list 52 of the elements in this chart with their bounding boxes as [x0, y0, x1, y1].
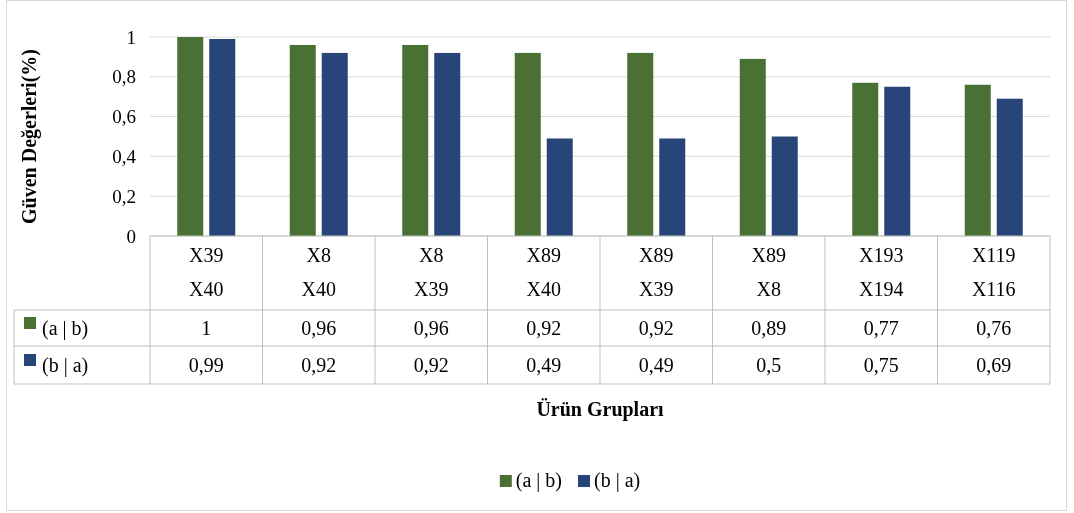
- y-axis-title: Güven Değerleri(%): [18, 49, 41, 224]
- data-label: 0,92: [526, 317, 562, 339]
- bar: [434, 52, 461, 236]
- data-label: 0,92: [638, 317, 674, 339]
- x-tick-label: X8 X40: [301, 244, 336, 300]
- data-label: 0,69: [976, 354, 1012, 376]
- text: (a | b): [515, 469, 562, 491]
- data-label: 0,92: [301, 354, 337, 376]
- bar: [852, 82, 879, 236]
- x-tick-label: X39 X40: [189, 244, 224, 300]
- x-tick-label: X8 X39: [414, 244, 449, 300]
- data-label: 0,49: [638, 354, 674, 376]
- y-tick-label: 0,4: [112, 145, 137, 167]
- y-tick-label: 0,6: [112, 106, 136, 128]
- bar: [771, 136, 798, 236]
- bar: [964, 84, 991, 236]
- data-label: 0,96: [301, 317, 337, 339]
- legend-label: (b | a): [42, 354, 89, 377]
- bar: [739, 58, 766, 236]
- data-label: 0,75: [863, 354, 899, 376]
- bar: [514, 52, 541, 236]
- x-tick-label: X119 X116: [971, 244, 1016, 300]
- legend-label: (a | b): [42, 317, 89, 340]
- bar: [289, 44, 316, 236]
- x-tick-label: X89 X8: [751, 244, 786, 300]
- bar: [321, 52, 348, 236]
- bar: [546, 138, 573, 236]
- data-label: 0,99: [188, 354, 224, 376]
- bar: [627, 52, 654, 236]
- data-label: 0,77: [863, 317, 899, 339]
- y-tick-label: 0,8: [112, 66, 136, 88]
- bar: [659, 138, 686, 236]
- x-tick-label: X89 X39: [639, 244, 674, 300]
- data-label: 1: [201, 317, 212, 339]
- data-label: 0,96: [413, 317, 449, 339]
- x-axis-title: Ürün Grupları: [536, 398, 665, 421]
- bar: [402, 44, 429, 236]
- bar: [884, 86, 911, 236]
- y-tick-label: 0: [126, 225, 136, 247]
- bar: [996, 98, 1023, 236]
- data-label: 0,76: [976, 317, 1012, 339]
- bar: [209, 38, 236, 236]
- text: (b | a): [594, 469, 641, 491]
- x-tick-label: X193 X194: [859, 244, 904, 300]
- data-label: 0,49: [526, 354, 562, 376]
- data-label: 0,92: [413, 354, 449, 376]
- y-tick-label: 1: [126, 26, 136, 48]
- data-label: 0,89: [751, 317, 787, 339]
- data-label: 0,5: [756, 354, 782, 376]
- y-tick-label: 0,2: [112, 185, 136, 207]
- x-tick-label: X89 X40: [526, 244, 561, 300]
- bar: [177, 37, 204, 236]
